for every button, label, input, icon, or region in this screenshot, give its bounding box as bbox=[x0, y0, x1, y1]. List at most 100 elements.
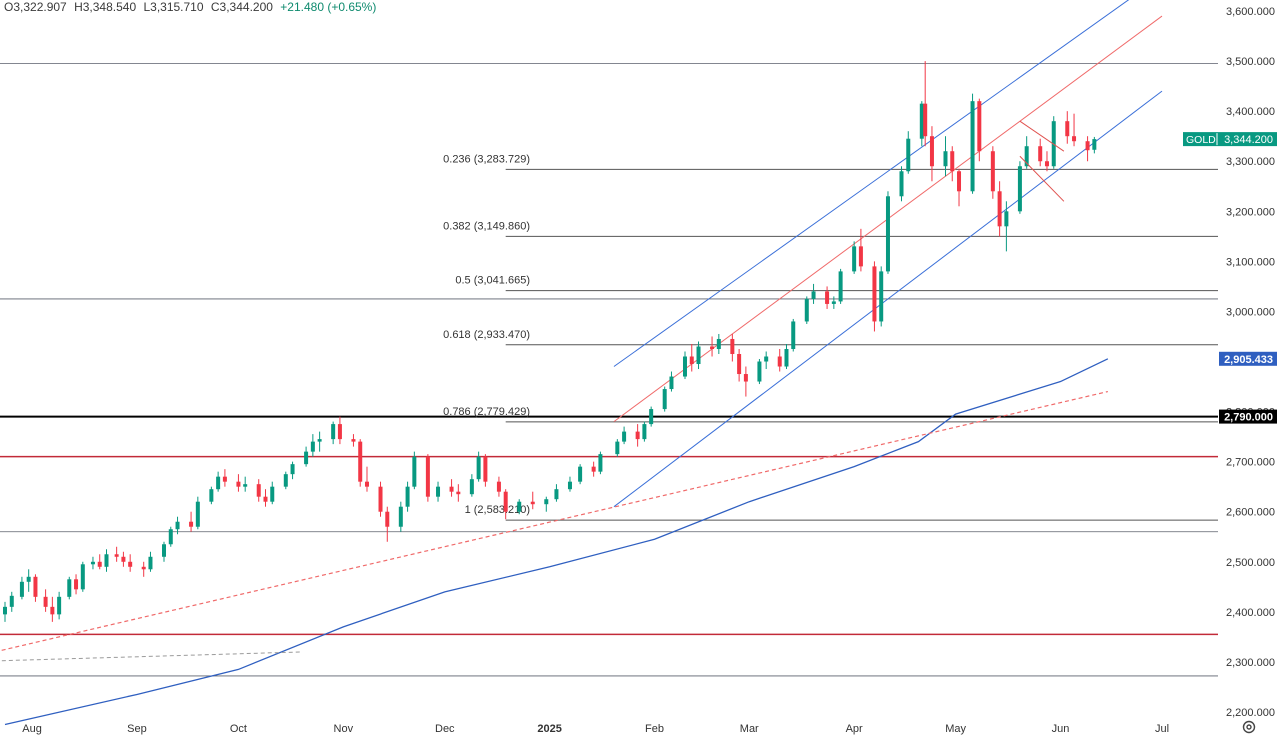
trendlines bbox=[0, 390, 1109, 662]
candle bbox=[970, 93, 975, 194]
candle bbox=[997, 181, 1002, 237]
candle-body bbox=[825, 291, 830, 304]
candle bbox=[872, 261, 877, 332]
candle bbox=[1004, 201, 1009, 252]
candle bbox=[398, 501, 403, 532]
time-tick-label: 2025 bbox=[537, 723, 561, 735]
time-tick-label: Mar bbox=[740, 723, 759, 735]
candle bbox=[283, 471, 288, 490]
candle bbox=[517, 499, 522, 515]
candle-body bbox=[3, 606, 7, 615]
time-tick-label: Oct bbox=[230, 723, 247, 735]
pennant-line bbox=[1019, 155, 1065, 202]
candle-body bbox=[804, 298, 809, 322]
candle bbox=[469, 474, 474, 497]
candle bbox=[263, 489, 268, 507]
time-tick-label: Aug bbox=[22, 723, 42, 735]
candle-body bbox=[148, 556, 153, 570]
candle-body bbox=[398, 506, 403, 527]
candle bbox=[9, 591, 14, 612]
candle bbox=[1051, 116, 1056, 169]
price-label-box bbox=[1219, 351, 1277, 366]
candle bbox=[530, 491, 535, 510]
open-value: O3,322.907 bbox=[4, 0, 67, 14]
candle bbox=[236, 474, 241, 492]
price-tick-label: 3,300.000 bbox=[1226, 156, 1275, 168]
time-tick-label: May bbox=[945, 723, 966, 735]
candle-body bbox=[906, 138, 911, 172]
candle-body bbox=[943, 151, 948, 167]
candle bbox=[456, 484, 461, 502]
candle bbox=[476, 451, 481, 482]
candle-body bbox=[544, 499, 549, 505]
price-axis[interactable]: 3,600.000 3,500.000 3,400.000 3,300.000 3,20… bbox=[1218, 0, 1280, 739]
candle-body bbox=[929, 136, 934, 167]
candle bbox=[885, 191, 890, 274]
time-tick-label: Feb bbox=[645, 723, 664, 735]
candle bbox=[385, 506, 390, 542]
candle bbox=[209, 486, 214, 505]
candle-body bbox=[337, 424, 342, 440]
candle-body bbox=[80, 564, 85, 590]
candle bbox=[358, 439, 363, 487]
candle bbox=[622, 426, 627, 445]
candle bbox=[811, 283, 816, 304]
candle bbox=[270, 481, 275, 505]
candle bbox=[74, 574, 79, 595]
candle bbox=[364, 466, 369, 492]
candle-body bbox=[885, 196, 890, 272]
candle bbox=[696, 341, 701, 370]
channel-upper-line bbox=[613, 0, 1130, 367]
candle-body bbox=[919, 103, 924, 139]
candle-body bbox=[483, 456, 488, 482]
candle-body bbox=[50, 606, 55, 615]
candle bbox=[104, 549, 109, 572]
candle bbox=[977, 98, 982, 162]
candle bbox=[317, 431, 322, 452]
candle-body bbox=[567, 481, 572, 490]
candle bbox=[216, 471, 221, 492]
price-tick-label: 3,600.000 bbox=[1226, 6, 1275, 18]
candle bbox=[1065, 111, 1070, 144]
fib-level-label: 0.618 (2,933.470) bbox=[443, 329, 530, 341]
candle-body bbox=[997, 191, 1002, 227]
candle bbox=[175, 516, 180, 535]
candle bbox=[943, 136, 948, 177]
price-tick-label: 2,400.000 bbox=[1226, 607, 1275, 619]
candle bbox=[378, 481, 383, 517]
last-price-tag bbox=[1183, 132, 1277, 147]
candle bbox=[195, 496, 200, 530]
candle bbox=[544, 496, 549, 512]
candle bbox=[858, 228, 863, 272]
gear-icon[interactable] bbox=[1241, 719, 1257, 735]
candle-body bbox=[669, 376, 674, 390]
candle bbox=[436, 481, 441, 502]
horizontal-levels bbox=[0, 63, 1218, 677]
candle bbox=[831, 296, 836, 309]
moving-average bbox=[4, 358, 1109, 726]
candle bbox=[449, 479, 454, 497]
candle-body bbox=[649, 409, 654, 425]
price-tick-label: 2,500.000 bbox=[1226, 557, 1275, 569]
candle bbox=[128, 554, 133, 572]
candle-body bbox=[858, 246, 863, 267]
candle bbox=[3, 601, 7, 622]
candle bbox=[304, 446, 309, 467]
candle bbox=[990, 146, 995, 199]
candles bbox=[3, 61, 1097, 622]
candle-body bbox=[290, 464, 295, 475]
candle-body bbox=[270, 486, 275, 502]
candle bbox=[879, 266, 884, 327]
candle bbox=[57, 591, 62, 620]
candle-body bbox=[737, 354, 742, 375]
candle-body bbox=[1072, 136, 1077, 142]
price-tick-label: 3,000.000 bbox=[1226, 306, 1275, 318]
time-axis[interactable]: Aug Sep Oct Nov Dec 2025 Feb Mar Apr May Jun Jul bbox=[22, 723, 1169, 735]
candle bbox=[503, 489, 508, 520]
candle-body bbox=[1004, 211, 1009, 227]
candle-body bbox=[743, 374, 748, 382]
candle bbox=[33, 574, 38, 602]
candle bbox=[26, 569, 31, 592]
candle-body bbox=[67, 579, 72, 597]
